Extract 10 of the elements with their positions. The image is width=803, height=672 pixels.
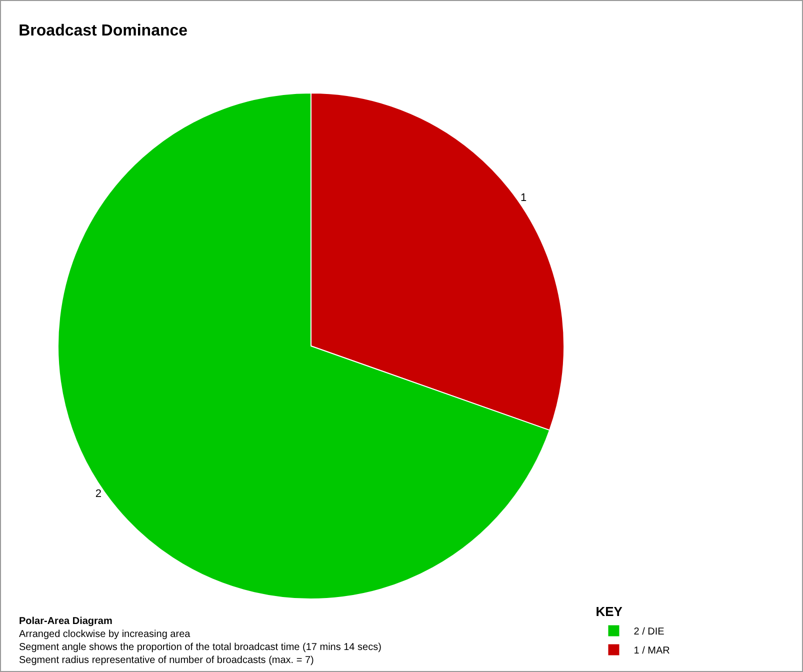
legend-label: 1 / MAR	[634, 646, 670, 657]
text: Polar-Area Diagram	[19, 616, 112, 627]
text: 2	[95, 488, 102, 500]
legend-title: KEY	[596, 604, 623, 620]
text: 1	[520, 192, 527, 204]
text: Segment angle shows the proportion of the total broadcast time (17 mins 14 secs)	[19, 642, 382, 653]
chart-title: Broadcast Dominance	[18, 22, 188, 40]
legend-label: 2 / DIE	[634, 626, 665, 638]
text: Arranged clockwise by increasing area	[19, 629, 191, 640]
text: Segment radius representative of number of broadcasts (max. = 7)	[19, 655, 314, 666]
